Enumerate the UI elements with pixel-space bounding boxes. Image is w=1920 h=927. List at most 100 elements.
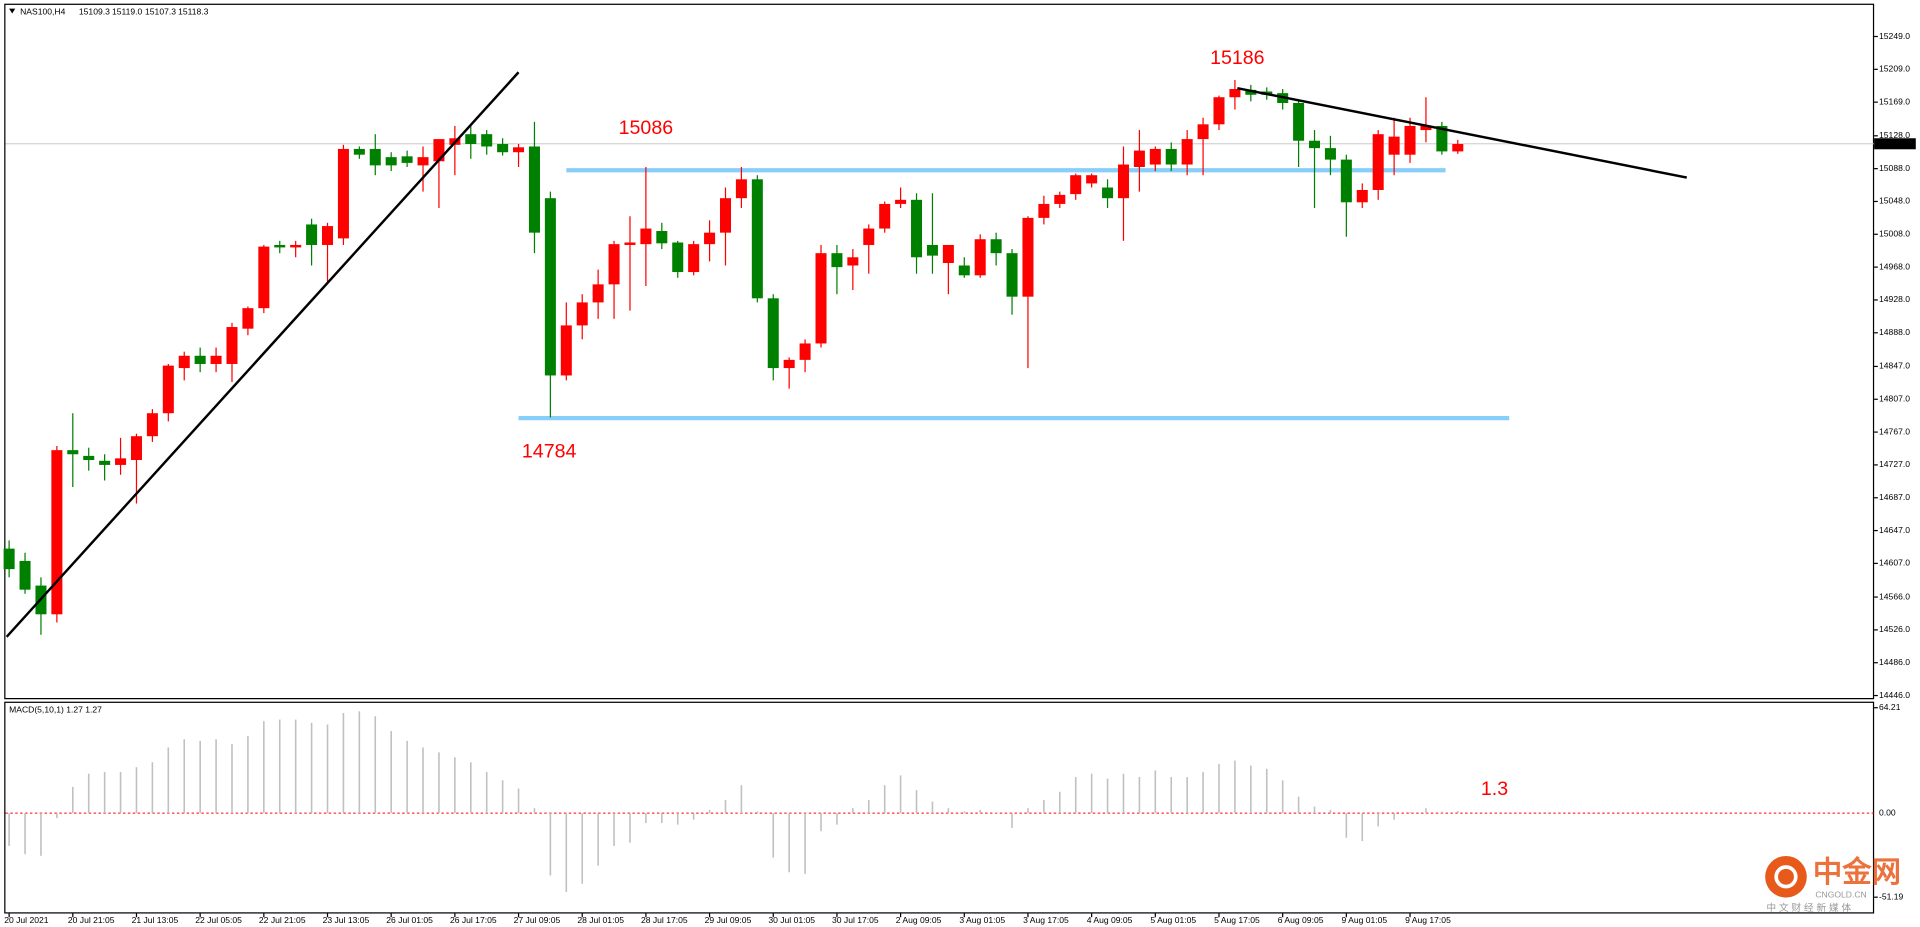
x-tick-label: 6 Aug 09:05	[1278, 915, 1324, 925]
y-tick-label: 14727.0	[1879, 459, 1910, 469]
macd-bar	[1059, 791, 1061, 814]
macd-bar	[1218, 763, 1220, 814]
macd-bar	[119, 772, 122, 814]
macd-bar	[1313, 806, 1316, 814]
candle-body	[656, 231, 668, 244]
macd-bar	[1393, 813, 1395, 820]
macd-bar	[454, 757, 456, 814]
candle-body	[99, 460, 111, 465]
candle-body	[704, 232, 716, 245]
candle-body	[513, 147, 525, 153]
candle-body	[624, 242, 636, 245]
macd-bar	[438, 752, 440, 814]
y-tick-label: 15048.0	[1879, 196, 1910, 206]
candle-body	[210, 355, 222, 364]
candle-body	[1054, 194, 1066, 204]
macd-bar	[263, 721, 265, 814]
trend-line	[5, 71, 520, 638]
candle-body	[783, 359, 795, 369]
candle-body	[1245, 89, 1257, 95]
macd-bar	[1186, 777, 1188, 814]
x-tick-label: 23 Jul 13:05	[323, 915, 370, 925]
x-tick-label: 30 Jul 01:05	[768, 915, 815, 925]
candle-body	[1086, 175, 1098, 184]
candle-body	[640, 228, 652, 245]
candle-body	[1372, 134, 1384, 190]
macd-bar	[390, 731, 392, 814]
x-tick-label: 28 Jul 17:05	[641, 915, 688, 925]
symbol-title: NAS100,H4	[20, 7, 65, 17]
candle-body	[879, 203, 891, 229]
candle-body	[51, 450, 63, 615]
candle-body	[1181, 139, 1193, 165]
candle-body	[146, 413, 158, 437]
candle-body	[433, 139, 445, 162]
macd-bar	[72, 786, 74, 814]
macd-bar	[167, 747, 170, 814]
candle-body	[67, 450, 79, 455]
candle-body	[1038, 203, 1050, 218]
candle-body	[321, 226, 334, 245]
trend-line	[1237, 86, 1688, 179]
level-label: 15086	[619, 117, 674, 139]
y-tick-label: 14647.0	[1879, 525, 1910, 535]
macd-bar	[1265, 768, 1268, 814]
macd-bar	[1234, 760, 1236, 814]
candle-body	[895, 199, 907, 204]
macd-bar	[1345, 813, 1348, 838]
y-tick-label: 14767.0	[1879, 426, 1910, 436]
candle-body	[815, 253, 827, 344]
macd-bar	[1202, 772, 1204, 814]
candle-body	[672, 242, 684, 273]
menu-arrow[interactable]	[9, 8, 16, 14]
price-panel	[4, 3, 1875, 700]
macd-bar	[517, 788, 520, 814]
y-tick-label: 15249.0	[1879, 31, 1910, 41]
macd-bar	[1456, 811, 1459, 814]
x-tick-label: 27 Jul 09:05	[514, 915, 561, 925]
x-tick-label: 5 Aug 01:05	[1150, 915, 1196, 925]
candle-body	[719, 198, 732, 233]
x-tick-label: 5 Aug 17:05	[1214, 915, 1260, 925]
peak-label: 15186	[1210, 47, 1265, 69]
macd-bar	[40, 813, 42, 856]
watermark-brand: 中金网	[1813, 855, 1901, 889]
candle-body	[1165, 148, 1177, 165]
candle-body	[1309, 140, 1321, 149]
macd-bar	[597, 813, 599, 866]
y-tick-label: 15209.0	[1879, 64, 1910, 74]
candle-body	[735, 179, 747, 199]
macd-bar	[87, 773, 90, 814]
macd-bar	[867, 800, 870, 814]
y-tick-label: -51.19	[1879, 891, 1904, 901]
macd-bar	[310, 722, 313, 814]
candle-body	[3, 548, 15, 570]
candle-body	[1070, 175, 1082, 195]
watermark-site: CNGOLD.CN	[1815, 889, 1866, 899]
quote-high: 15119.0	[112, 7, 143, 17]
candle-body	[1006, 253, 1018, 297]
macd-bar	[724, 800, 727, 814]
watermark-slogan: 中 文 财 经 新 媒 体	[1766, 901, 1851, 914]
macd-bar	[533, 808, 536, 814]
macd-bar	[215, 739, 217, 814]
candle-body	[481, 134, 493, 147]
macd-bar	[1361, 813, 1364, 842]
macd-bar	[756, 811, 759, 814]
candle-body	[688, 244, 700, 273]
candle-body	[83, 455, 95, 460]
candle-body	[1356, 189, 1368, 203]
candle-body	[1133, 150, 1145, 167]
candle-body	[911, 199, 923, 258]
macd-bar	[883, 785, 886, 814]
candle-body	[528, 146, 540, 233]
macd-bar	[581, 813, 584, 884]
macd-bar	[342, 712, 345, 814]
macd-bar	[1409, 812, 1411, 814]
candle-body	[337, 148, 349, 239]
macd-bar	[915, 790, 918, 814]
macd-panel	[4, 701, 1875, 914]
candle-body	[290, 244, 302, 248]
candle-body	[1324, 148, 1336, 160]
